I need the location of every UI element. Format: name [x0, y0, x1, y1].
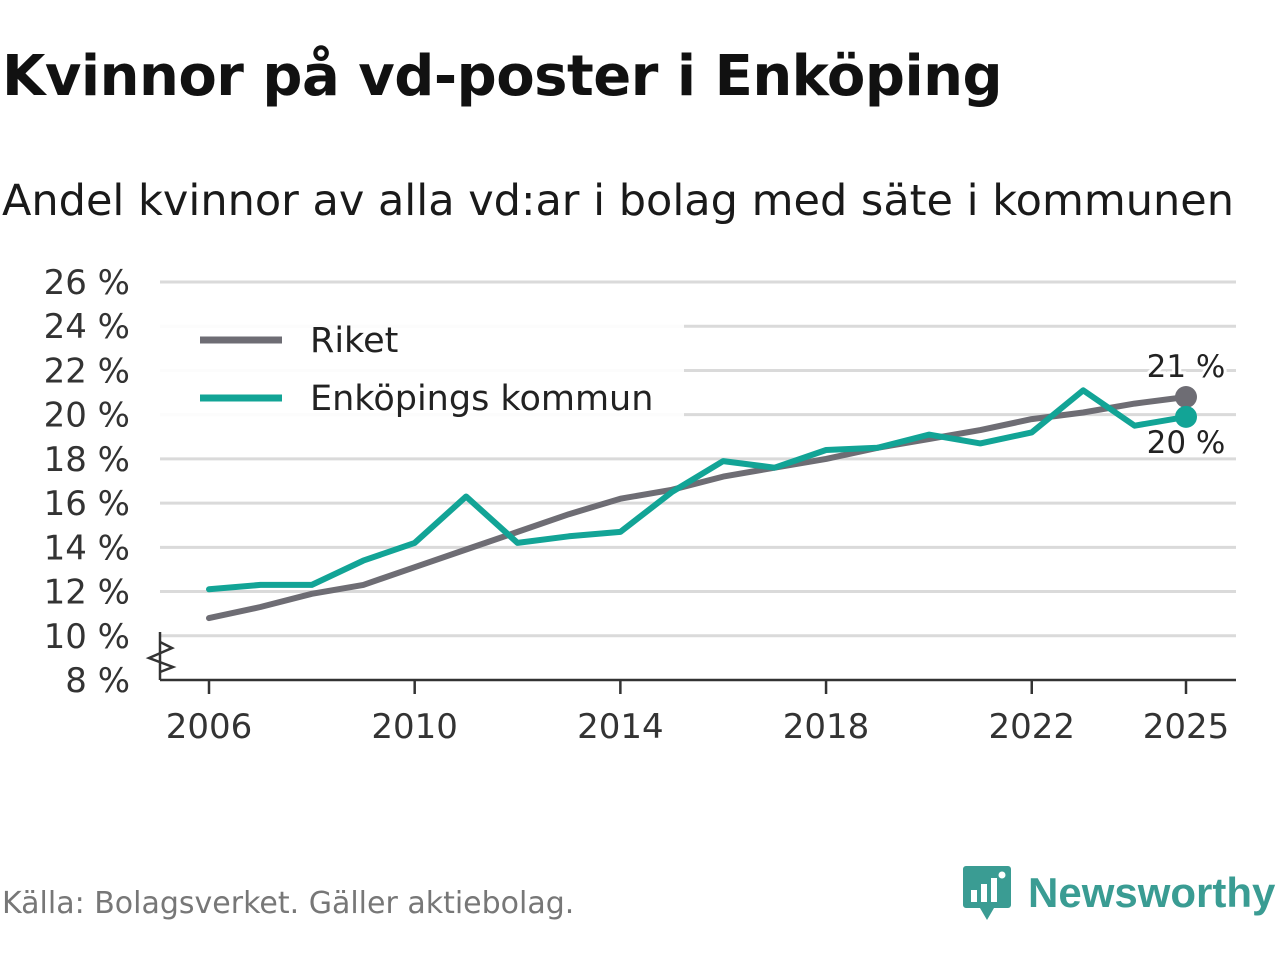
- y-tick-label: 26 %: [44, 263, 130, 303]
- end-value-label: 20 %: [1147, 425, 1226, 461]
- y-tick-label: 24 %: [44, 307, 130, 347]
- end-point-marker: [1175, 385, 1197, 408]
- brand-name: Newsworthy: [1028, 869, 1276, 916]
- x-tick-label: 2014: [577, 707, 664, 747]
- y-tick-label: 18 %: [44, 440, 130, 480]
- source-note: Källa: Bolagsverket. Gäller aktiebolag.: [2, 886, 575, 921]
- y-tick-label: 10 %: [44, 617, 130, 657]
- legend-label: Enköpings kommun: [310, 379, 653, 419]
- x-tick-label: 2025: [1143, 707, 1230, 747]
- legend-label: Riket: [310, 321, 398, 361]
- x-tick-label: 2022: [988, 707, 1075, 747]
- axis-break-icon: [145, 640, 177, 674]
- y-tick-label: 12 %: [44, 573, 130, 613]
- y-tick-label: 20 %: [44, 396, 130, 436]
- brand-logo: Newsworthy: [962, 864, 1275, 922]
- series-line: [206, 387, 1189, 593]
- axes: [145, 632, 1236, 682]
- x-tick-label: 2006: [166, 707, 253, 747]
- x-tick-label: 2010: [371, 707, 458, 747]
- line-chart: 8 %10 %12 %14 %16 %18 %20 %22 %24 %26 % …: [44, 263, 1236, 747]
- chart-title: Kvinnor på vd-poster i Enköping: [2, 44, 1003, 109]
- chart-subtitle: Andel kvinnor av alla vd:ar i bolag med …: [2, 176, 1234, 226]
- x-tick-label: 2018: [783, 707, 870, 747]
- end-point-marker: [1175, 405, 1197, 428]
- end-labels: 21 % 20 %: [1144, 346, 1229, 464]
- series-lines: [206, 385, 1197, 622]
- legend: Riket Enköpings kommun: [158, 320, 684, 430]
- series-line: [206, 394, 1189, 622]
- y-tick-label: 14 %: [44, 528, 130, 568]
- newsworthy-logo-icon: [963, 866, 1011, 920]
- y-tick-label: 16 %: [44, 484, 130, 524]
- x-axis-tick-labels: 2006 2010 2014 2018 2022 2025: [166, 680, 1230, 747]
- end-value-label: 21 %: [1147, 349, 1226, 385]
- y-axis-tick-labels: 8 %10 %12 % 14 %16 %18 %20 % 22 %24 %26 %: [44, 263, 130, 701]
- y-tick-label: 22 %: [44, 351, 130, 391]
- y-tick-label: 8 %: [65, 661, 130, 701]
